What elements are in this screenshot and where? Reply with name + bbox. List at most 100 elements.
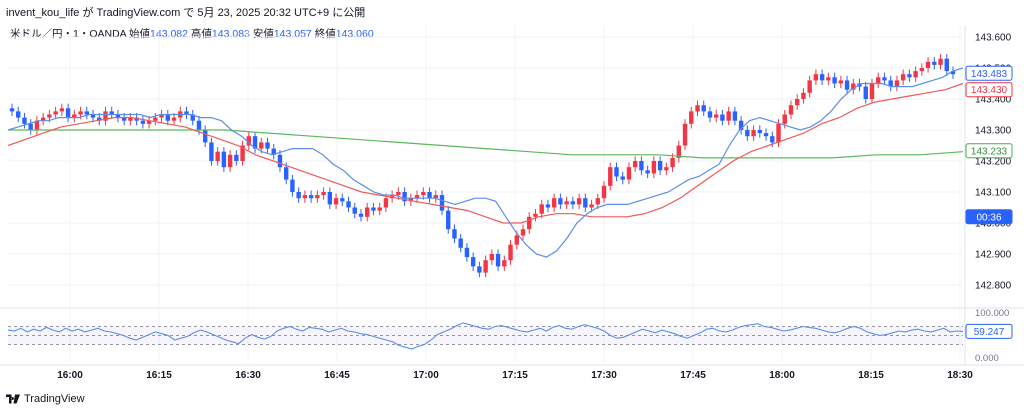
tradingview-logo-icon: [6, 394, 20, 404]
candle-body: [502, 260, 507, 267]
candle-body: [757, 130, 763, 134]
candle-body: [146, 120, 152, 124]
candle-body: [408, 198, 414, 202]
candle-body: [227, 154, 233, 168]
candle-body: [470, 257, 476, 267]
candle-body: [433, 195, 438, 199]
candle-body: [259, 142, 264, 149]
candle-body: [121, 117, 127, 121]
candle-body: [202, 130, 208, 143]
candle-body: [290, 179, 295, 192]
x-tick-label: 17:30: [591, 370, 617, 381]
candle-body: [209, 142, 214, 161]
candle-body: [59, 108, 65, 112]
candle-body: [900, 74, 906, 81]
candle-body: [246, 136, 252, 146]
header-middle: が TradingView.com で: [82, 7, 195, 19]
candle-body: [608, 167, 613, 186]
candle-body: [159, 114, 164, 118]
rsi-band: [8, 326, 963, 345]
rsi-value-tag: [965, 323, 1013, 339]
candle-body: [47, 114, 52, 118]
author-name[interactable]: invent_kou_life: [6, 7, 80, 19]
publish-header: invent_kou_life が TradingView.com で 5月 2…: [6, 4, 365, 20]
x-tick-label: 16:00: [57, 370, 83, 381]
candle-body: [539, 204, 544, 214]
candle-body: [620, 176, 625, 180]
candle-body: [215, 151, 220, 161]
candle-body: [358, 213, 364, 217]
candle-body: [184, 111, 189, 115]
candle-body: [795, 99, 800, 106]
candle-body: [689, 111, 694, 124]
candle-body: [919, 68, 925, 72]
candle-body: [109, 111, 114, 115]
candle-body: [801, 92, 806, 99]
y-tick-label: 143.100: [975, 188, 1012, 199]
candle-body: [950, 71, 956, 75]
candle-body: [763, 133, 769, 137]
candle-body: [28, 123, 33, 130]
candle-body: [421, 192, 426, 196]
candle-body: [863, 86, 868, 99]
y-tick-label: 143.600: [975, 33, 1012, 44]
candle-body: [90, 114, 96, 118]
x-tick-label: 17:00: [413, 370, 439, 381]
candle-body: [626, 167, 632, 180]
candle-body: [333, 198, 339, 205]
candle-body: [365, 207, 370, 217]
candle-body: [657, 161, 663, 171]
candle-body: [464, 247, 470, 258]
candle-body: [171, 117, 177, 121]
candle-body: [701, 105, 706, 112]
candle-body: [477, 266, 482, 273]
candle-body: [489, 254, 495, 261]
candle-body: [439, 195, 445, 211]
candle-body: [819, 74, 825, 81]
price-tag: [965, 82, 1013, 98]
candle-body: [551, 198, 557, 208]
candle-body: [545, 204, 551, 208]
x-tick-label: 16:30: [235, 370, 261, 381]
candle-body: [844, 80, 850, 90]
candle-body: [371, 207, 376, 211]
candle-body: [676, 145, 682, 158]
candle-body: [564, 201, 569, 205]
candle-body: [664, 167, 669, 171]
brand-name[interactable]: TradingView: [24, 393, 85, 405]
candle-body: [234, 154, 239, 161]
candle-body: [589, 204, 594, 208]
candle-body: [84, 111, 89, 115]
candle-body: [340, 198, 345, 202]
candle-body: [78, 111, 83, 115]
candle-body: [869, 83, 875, 99]
candle-body: [876, 77, 881, 84]
candle-body: [34, 120, 40, 130]
candle-body: [614, 167, 619, 177]
candle-body: [732, 111, 738, 121]
publish-datetime: 5月 23, 2025 20:32 UTC+9: [197, 7, 330, 19]
ma-fast-line: [7, 67, 964, 258]
candle-body: [65, 108, 71, 118]
candle-body: [427, 192, 432, 199]
candle-body: [670, 157, 675, 168]
candle-body: [115, 114, 121, 118]
price-tag-label: 143.233: [971, 146, 1008, 157]
candle-body: [838, 80, 844, 84]
rsi-line: [7, 322, 964, 350]
candle-body: [632, 161, 638, 168]
x-tick-label: 18:15: [858, 370, 884, 381]
candle-body: [153, 117, 158, 121]
candle-body: [695, 105, 700, 112]
x-tick-label: 17:45: [680, 370, 706, 381]
candle-body: [583, 198, 588, 208]
candle-body: [932, 61, 937, 65]
candle-body: [894, 80, 900, 87]
candle-body: [458, 238, 463, 248]
candle-body: [558, 198, 563, 205]
candle-body: [389, 195, 395, 199]
candle-body: [907, 74, 912, 78]
candle-body: [252, 136, 258, 149]
y-tick-label: 143.400: [975, 95, 1012, 106]
